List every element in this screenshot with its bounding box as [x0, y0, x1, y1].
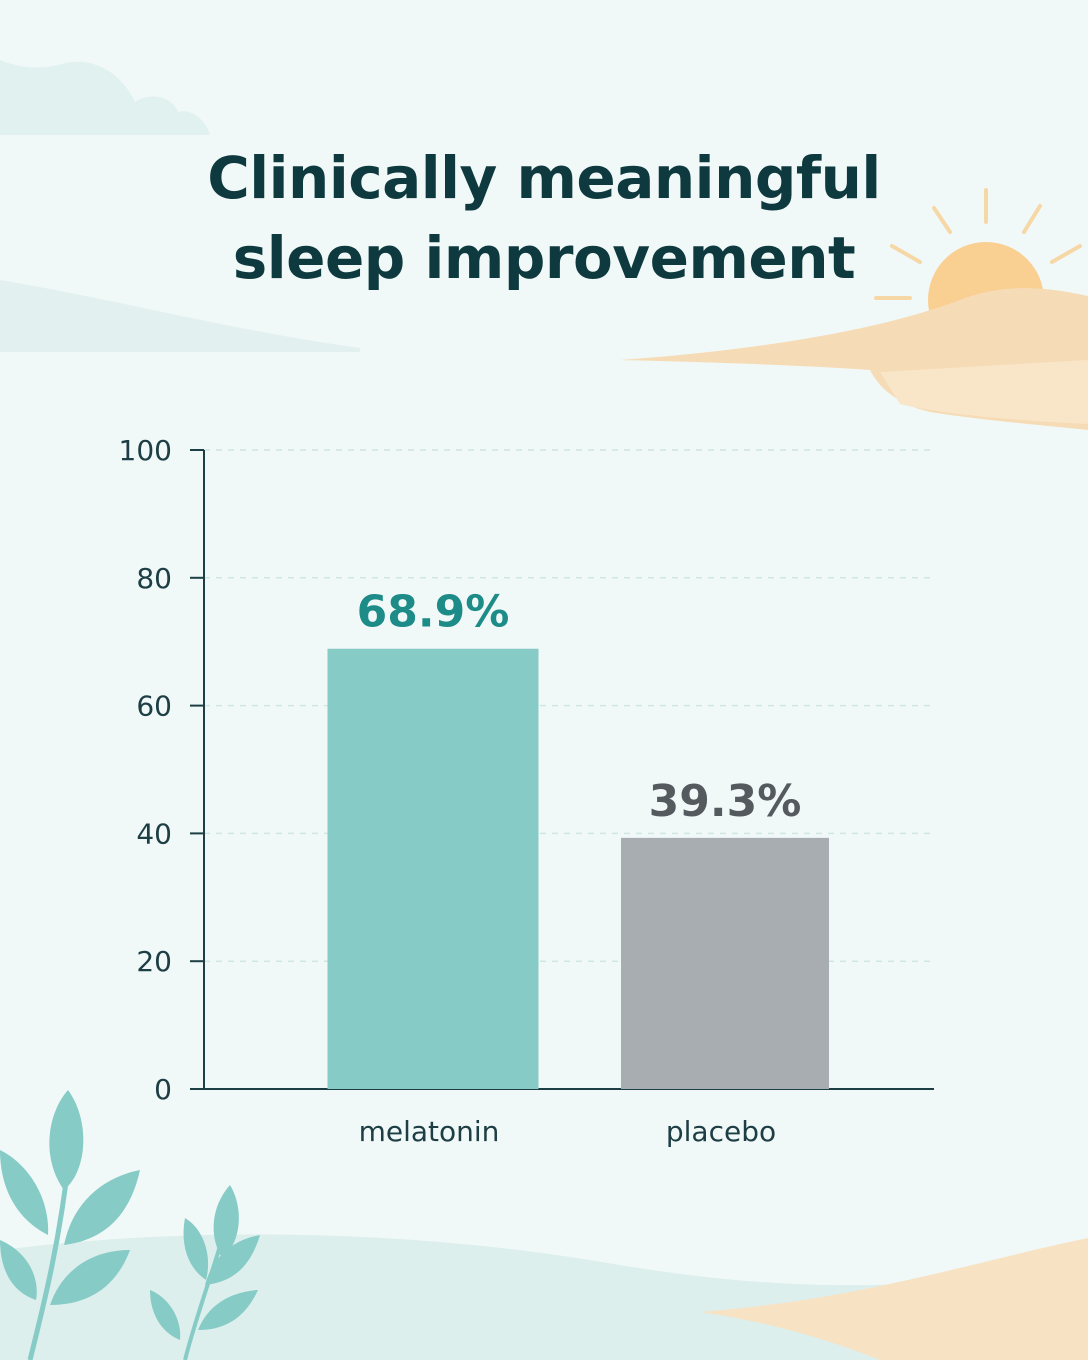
y-tick-label-60: 60 [136, 690, 172, 723]
y-tick-label-40: 40 [136, 817, 172, 850]
dune-shape-light [880, 360, 1088, 424]
title-line-2: sleep improvement [232, 224, 856, 292]
title-line-1: Clinically meaningful [207, 144, 881, 212]
data-label-placebo: 39.3% [649, 776, 802, 827]
y-tick-label-20: 20 [136, 945, 172, 978]
data-label-melatonin: 68.9% [357, 587, 510, 638]
y-tick-label-0: 0 [154, 1073, 172, 1106]
bar-placebo [621, 837, 829, 1089]
leaf-icon [0, 1090, 140, 1360]
y-tick-label-80: 80 [136, 562, 172, 595]
leaf-icon-small [150, 1185, 260, 1360]
bar-melatonin [327, 648, 539, 1089]
sun-rays [874, 188, 1082, 300]
y-tick-label-100: 100 [119, 434, 172, 467]
x-tick-label-melatonin: melatonin [359, 1115, 500, 1148]
cloud-shape [0, 60, 210, 135]
chart-title: Clinically meaningful sleep improvement [0, 138, 1088, 298]
x-tick-label-placebo: placebo [666, 1115, 776, 1148]
bottom-sand [700, 1238, 1088, 1360]
wave-shape [0, 280, 360, 352]
